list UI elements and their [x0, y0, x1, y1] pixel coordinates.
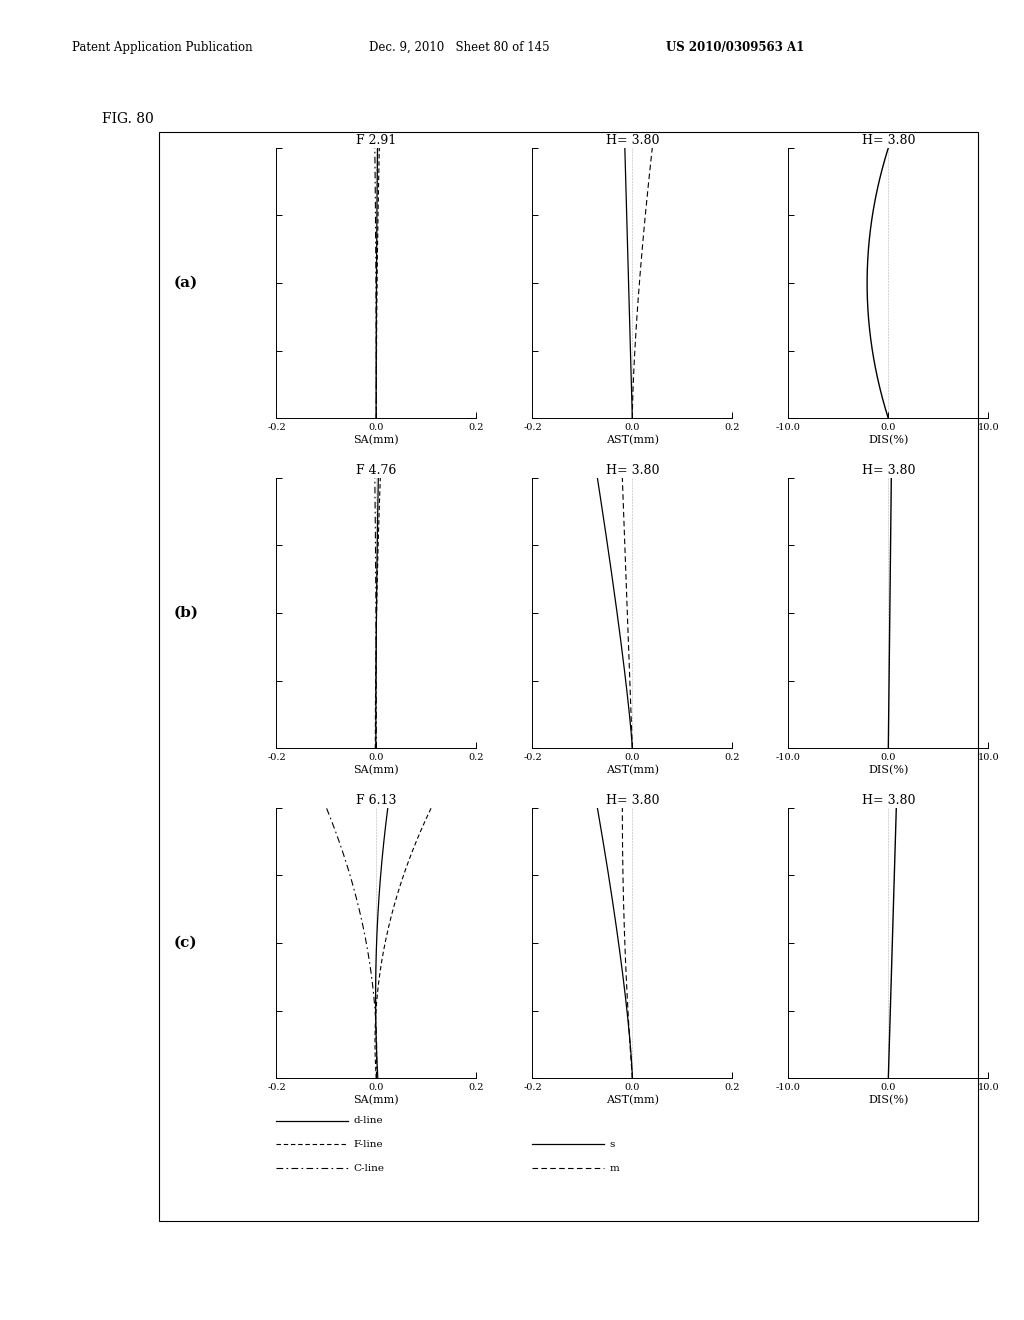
X-axis label: AST(mm): AST(mm): [606, 1096, 658, 1105]
Text: C-line: C-line: [353, 1164, 384, 1172]
X-axis label: DIS(%): DIS(%): [868, 766, 908, 775]
X-axis label: SA(mm): SA(mm): [353, 436, 399, 445]
Title: H= 3.80: H= 3.80: [605, 463, 659, 477]
X-axis label: AST(mm): AST(mm): [606, 436, 658, 445]
Text: (a): (a): [174, 276, 199, 290]
Title: H= 3.80: H= 3.80: [605, 793, 659, 807]
Title: H= 3.80: H= 3.80: [861, 463, 915, 477]
X-axis label: SA(mm): SA(mm): [353, 766, 399, 775]
X-axis label: DIS(%): DIS(%): [868, 1096, 908, 1105]
Text: (c): (c): [174, 936, 198, 950]
Text: d-line: d-line: [353, 1117, 383, 1125]
Text: Dec. 9, 2010   Sheet 80 of 145: Dec. 9, 2010 Sheet 80 of 145: [369, 41, 549, 54]
Title: F 6.13: F 6.13: [356, 793, 396, 807]
Title: H= 3.80: H= 3.80: [861, 133, 915, 147]
Text: US 2010/0309563 A1: US 2010/0309563 A1: [666, 41, 804, 54]
X-axis label: SA(mm): SA(mm): [353, 1096, 399, 1105]
Text: Patent Application Publication: Patent Application Publication: [72, 41, 252, 54]
Title: F 4.76: F 4.76: [356, 463, 396, 477]
X-axis label: AST(mm): AST(mm): [606, 766, 658, 775]
Text: m: m: [609, 1164, 620, 1172]
Title: H= 3.80: H= 3.80: [861, 793, 915, 807]
Text: s: s: [609, 1140, 614, 1148]
Text: (b): (b): [174, 606, 199, 620]
X-axis label: DIS(%): DIS(%): [868, 436, 908, 445]
Text: F-line: F-line: [353, 1140, 383, 1148]
Title: F 2.91: F 2.91: [356, 133, 396, 147]
Text: FIG. 80: FIG. 80: [102, 112, 155, 127]
Title: H= 3.80: H= 3.80: [605, 133, 659, 147]
